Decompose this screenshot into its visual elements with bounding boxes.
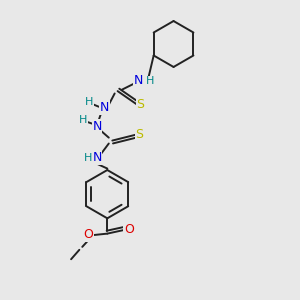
Text: S: S [136, 98, 144, 111]
Text: H: H [85, 97, 93, 107]
Text: H: H [146, 76, 154, 86]
Text: H: H [79, 115, 87, 125]
Text: O: O [124, 223, 134, 236]
Text: S: S [135, 128, 143, 141]
Text: N: N [100, 101, 109, 114]
Text: O: O [83, 228, 93, 241]
Text: N: N [92, 151, 102, 164]
Text: N: N [134, 74, 143, 87]
Text: N: N [92, 120, 102, 133]
Text: H: H [83, 153, 92, 163]
